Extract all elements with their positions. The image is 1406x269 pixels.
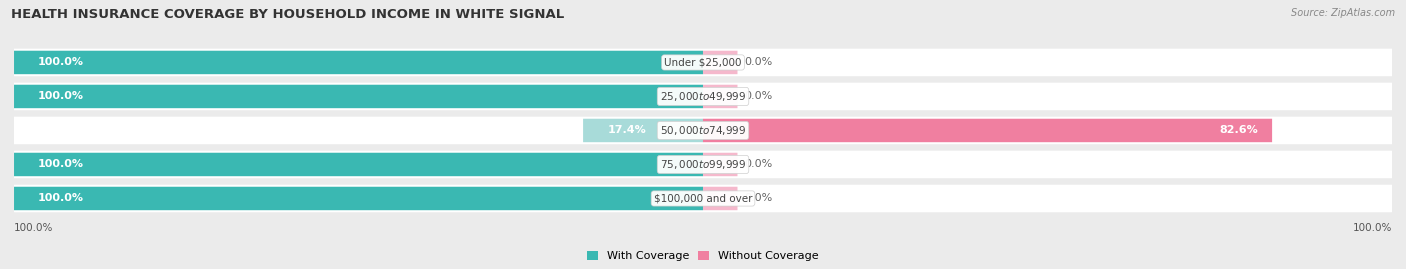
FancyBboxPatch shape xyxy=(14,49,1392,76)
Text: $75,000 to $99,999: $75,000 to $99,999 xyxy=(659,158,747,171)
Text: 0.0%: 0.0% xyxy=(744,193,772,203)
FancyBboxPatch shape xyxy=(14,151,1392,178)
FancyBboxPatch shape xyxy=(703,51,738,74)
FancyBboxPatch shape xyxy=(14,51,703,74)
FancyBboxPatch shape xyxy=(703,187,738,210)
Text: 100.0%: 100.0% xyxy=(1353,223,1392,233)
FancyBboxPatch shape xyxy=(14,187,703,210)
FancyBboxPatch shape xyxy=(703,85,738,108)
FancyBboxPatch shape xyxy=(14,185,1392,212)
FancyBboxPatch shape xyxy=(703,119,1272,142)
Text: 82.6%: 82.6% xyxy=(1219,125,1258,136)
Text: 0.0%: 0.0% xyxy=(744,91,772,101)
Text: 100.0%: 100.0% xyxy=(38,58,84,68)
FancyBboxPatch shape xyxy=(583,119,703,142)
Text: 100.0%: 100.0% xyxy=(38,193,84,203)
FancyBboxPatch shape xyxy=(14,83,1392,110)
Text: $100,000 and over: $100,000 and over xyxy=(654,193,752,203)
Text: 0.0%: 0.0% xyxy=(744,58,772,68)
FancyBboxPatch shape xyxy=(14,153,703,176)
FancyBboxPatch shape xyxy=(703,153,738,176)
FancyBboxPatch shape xyxy=(14,117,1392,144)
Text: 100.0%: 100.0% xyxy=(14,223,53,233)
Text: 17.4%: 17.4% xyxy=(607,125,645,136)
Text: Under $25,000: Under $25,000 xyxy=(664,58,742,68)
Text: 100.0%: 100.0% xyxy=(38,91,84,101)
Legend: With Coverage, Without Coverage: With Coverage, Without Coverage xyxy=(582,246,824,266)
Text: $50,000 to $74,999: $50,000 to $74,999 xyxy=(659,124,747,137)
Text: 0.0%: 0.0% xyxy=(744,160,772,169)
FancyBboxPatch shape xyxy=(14,85,703,108)
Text: Source: ZipAtlas.com: Source: ZipAtlas.com xyxy=(1291,8,1395,18)
Text: $25,000 to $49,999: $25,000 to $49,999 xyxy=(659,90,747,103)
Text: 100.0%: 100.0% xyxy=(38,160,84,169)
Text: HEALTH INSURANCE COVERAGE BY HOUSEHOLD INCOME IN WHITE SIGNAL: HEALTH INSURANCE COVERAGE BY HOUSEHOLD I… xyxy=(11,8,564,21)
